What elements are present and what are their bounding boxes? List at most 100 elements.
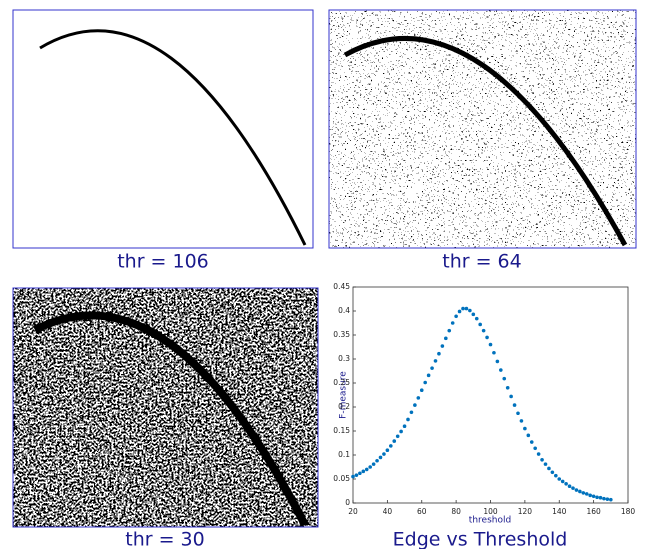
- point: [450, 321, 455, 325]
- y-axis-label: F-measure: [339, 371, 349, 419]
- point: [536, 452, 541, 456]
- point: [406, 417, 410, 422]
- point: [557, 477, 562, 481]
- point: [574, 488, 579, 492]
- plot-area: [352, 286, 629, 504]
- point: [413, 403, 417, 407]
- point: [364, 467, 369, 472]
- point: [389, 444, 393, 448]
- point: [471, 312, 476, 317]
- x-tick-label: 60: [417, 507, 427, 516]
- point: [492, 350, 496, 355]
- point: [567, 484, 572, 489]
- point: [440, 344, 445, 348]
- x-tick-label: 160: [586, 507, 601, 516]
- point: [395, 434, 400, 439]
- point: [588, 493, 592, 498]
- point: [454, 314, 458, 319]
- x-tick-label: 100: [483, 507, 498, 516]
- point: [526, 433, 531, 438]
- x-tick-label: 80: [451, 507, 461, 516]
- point: [516, 411, 520, 416]
- point: [505, 386, 510, 390]
- x-tick-label: 120: [518, 507, 533, 516]
- y-tick-label: 0.25: [333, 378, 350, 387]
- point: [351, 474, 355, 479]
- point: [419, 388, 424, 393]
- point: [598, 495, 603, 500]
- caption: thr = 64: [442, 251, 521, 273]
- point: [478, 322, 482, 327]
- point: [474, 316, 479, 321]
- point: [529, 440, 534, 444]
- point: [464, 306, 469, 311]
- point: [499, 368, 503, 372]
- chart-title: Edge vs Threshold: [393, 529, 568, 549]
- point: [358, 471, 362, 476]
- point: [392, 439, 397, 443]
- point: [361, 469, 366, 474]
- point: [519, 419, 524, 423]
- point: [571, 486, 575, 490]
- point: [354, 473, 359, 477]
- x-axis-label: threshold: [469, 516, 511, 526]
- y-tick-label: 0.05: [333, 474, 350, 483]
- point: [385, 448, 390, 453]
- y-tick-label: 0.1: [338, 450, 350, 459]
- edge-image: thr = 30: [12, 287, 319, 549]
- point: [581, 491, 586, 495]
- point: [468, 308, 472, 313]
- point: [564, 482, 568, 486]
- point: [399, 429, 403, 434]
- edge-image: thr = 106: [12, 9, 314, 273]
- x-tick-label: 140: [552, 507, 567, 516]
- point: [382, 452, 386, 456]
- y-tick-label: 0.15: [333, 426, 350, 435]
- point: [543, 462, 548, 466]
- point: [430, 366, 434, 370]
- point: [495, 359, 500, 364]
- point: [554, 473, 558, 478]
- caption: thr = 30: [125, 529, 204, 549]
- point: [447, 328, 452, 333]
- point: [550, 470, 555, 475]
- point: [595, 495, 599, 500]
- y-tick-label: 0: [345, 498, 350, 507]
- y-tick-label: 0.3: [338, 354, 350, 363]
- y-tick-label: 0.4: [338, 306, 350, 315]
- point: [533, 446, 537, 451]
- point: [602, 496, 606, 501]
- point: [523, 426, 527, 431]
- point: [485, 335, 489, 340]
- point: [371, 462, 376, 466]
- point: [444, 336, 448, 341]
- point: [423, 380, 427, 385]
- y-tick-label: 0.2: [338, 402, 350, 411]
- point: [402, 424, 407, 429]
- x-tick-label: 40: [383, 507, 393, 516]
- point: [591, 494, 596, 499]
- point: [409, 410, 414, 415]
- point: [426, 373, 431, 378]
- point: [609, 497, 613, 502]
- y-tick-label: 0.35: [333, 330, 350, 339]
- point: [584, 492, 589, 496]
- point: [512, 403, 517, 407]
- point: [540, 458, 544, 462]
- point: [488, 342, 493, 347]
- x-tick-label: 180: [621, 507, 636, 516]
- point: [547, 466, 551, 471]
- point: [437, 351, 441, 356]
- point: [368, 465, 372, 469]
- point: [481, 328, 486, 333]
- point: [502, 376, 507, 381]
- edge-image: thr = 64: [328, 9, 637, 273]
- point: [375, 458, 379, 463]
- point: [560, 479, 565, 484]
- point: [461, 306, 465, 311]
- point: [457, 309, 462, 314]
- point: [378, 455, 383, 460]
- y-tick-label: 0.45: [333, 282, 350, 291]
- point: [433, 359, 438, 363]
